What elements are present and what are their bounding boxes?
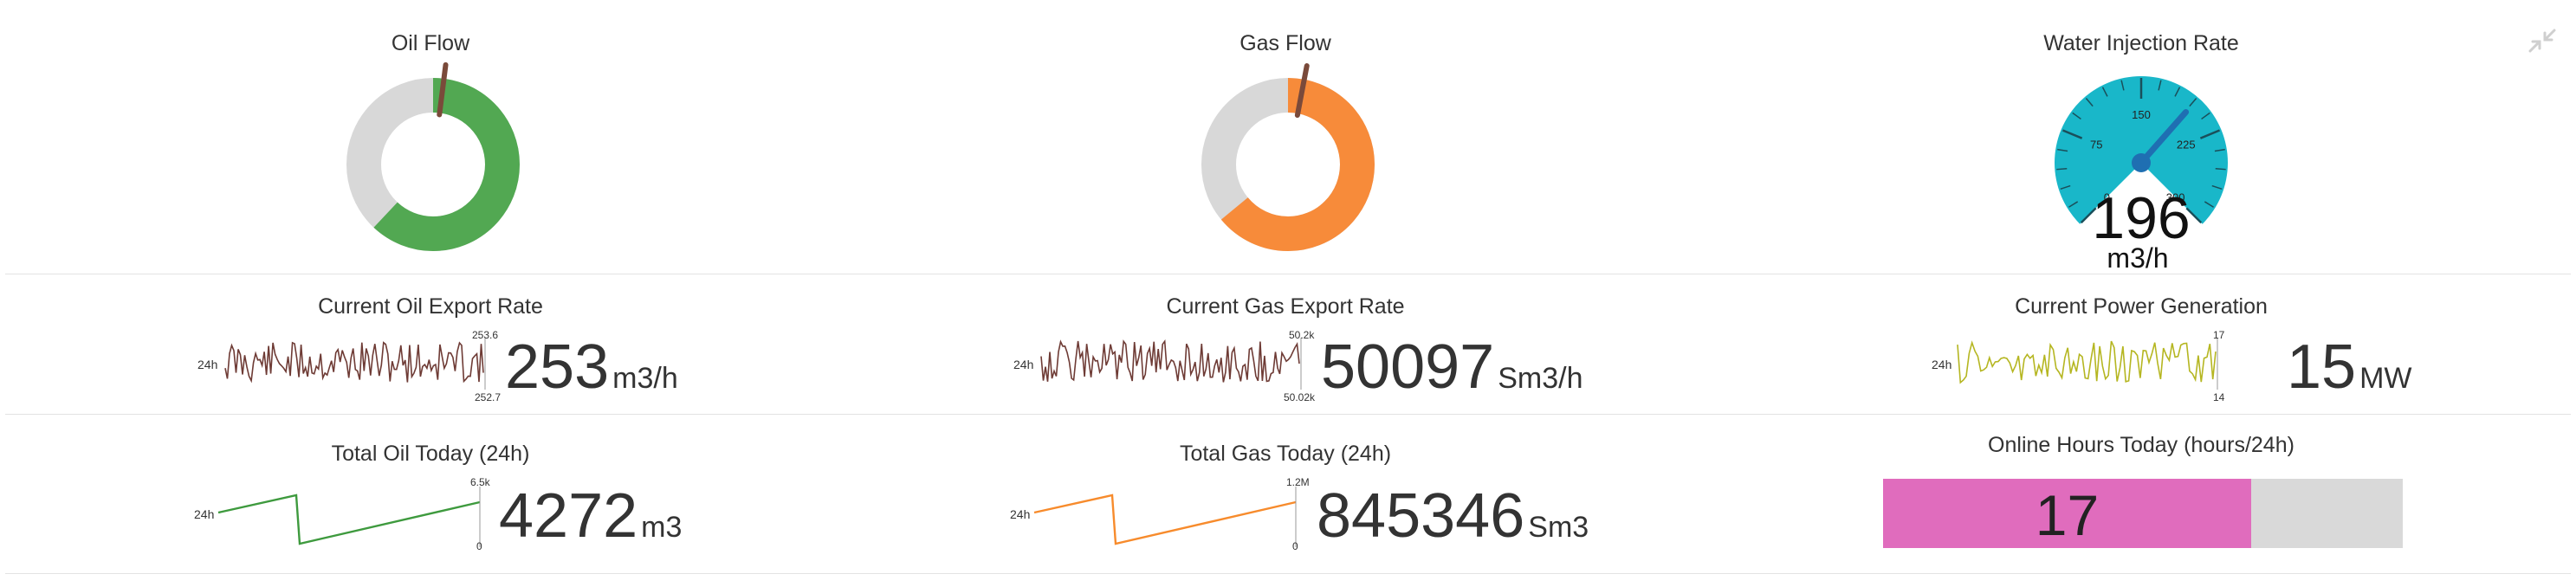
- water-gauge-tick: [2120, 80, 2125, 91]
- gas-export-value: 50097: [1321, 332, 1495, 402]
- water-gauge-tick: [2085, 97, 2094, 107]
- water-gauge-tick: [2204, 201, 2214, 208]
- gas-total-title: Total Gas Today (24h): [1179, 442, 1392, 466]
- water-tick-label: 0: [2104, 191, 2110, 204]
- oil-export-max: 253.6: [472, 329, 499, 341]
- water-gauge-tick: [2215, 167, 2226, 171]
- row-divider: [5, 414, 2571, 415]
- water-injection-title: Water Injection Rate: [2043, 31, 2239, 55]
- oil-export-range: 24h: [197, 358, 218, 371]
- water-injection-value: 196: [2092, 185, 2191, 251]
- row-divider: [5, 573, 2571, 574]
- water-gauge-tick: [2174, 87, 2181, 97]
- power-sparkline: [1957, 338, 2218, 390]
- oil-export-sparkline: [224, 338, 486, 390]
- gas-total-line: [1033, 493, 1297, 545]
- gas-export-title: Current Gas Export Rate: [1166, 294, 1405, 319]
- power-title: Current Power Generation: [2015, 294, 2268, 319]
- water-tick-label: 300: [2166, 191, 2185, 204]
- oil-export-title: Current Oil Export Rate: [318, 294, 543, 319]
- water-gauge-hub: [2132, 153, 2151, 172]
- gas-export-line: [1040, 339, 1300, 383]
- water-tick-label: 150: [2132, 108, 2151, 121]
- power-range: 24h: [1932, 358, 1952, 371]
- oil-total-line: [217, 493, 481, 545]
- gas-total-value: 845346: [1317, 481, 1525, 551]
- gas-export-min: 50.02k: [1284, 391, 1316, 403]
- oil-total-title: Total Oil Today (24h): [331, 442, 530, 466]
- oil-flow-needle: [437, 62, 449, 118]
- oil-total-range: 24h: [194, 507, 215, 521]
- gas-flow-arc: [1201, 78, 1375, 251]
- oil-export-line: [224, 341, 484, 384]
- oil-export-value: 253: [505, 332, 610, 402]
- oil-export-min: 252.7: [475, 391, 502, 403]
- water-gauge-tick: [2201, 112, 2210, 120]
- water-gauge-tick: [2080, 207, 2097, 224]
- gas-total-min: 0: [1292, 540, 1298, 552]
- oil-total-max: 6.5k: [470, 476, 490, 488]
- water-injection-unit: m3/h: [2107, 242, 2169, 274]
- oil-total-min: 0: [476, 540, 482, 552]
- water-gauge-tick: [2189, 97, 2197, 107]
- water-gauge-tick: [2068, 201, 2079, 208]
- gas-export-range: 24h: [1013, 358, 1034, 371]
- oil-flow-arc: [346, 78, 520, 251]
- online-hours-bar: 17: [1883, 479, 2403, 548]
- oil-total-value-block: 4272 m3: [499, 485, 682, 547]
- water-tick-label: 75: [2090, 139, 2102, 152]
- gas-export-sparkline: [1040, 338, 1302, 390]
- gas-total-value-block: 845346 Sm3: [1317, 485, 1589, 547]
- gas-total-range: 24h: [1010, 507, 1031, 521]
- oil-total-value: 4272: [499, 481, 638, 551]
- power-line: [1957, 340, 2217, 384]
- oil-flow-title: Oil Flow: [391, 31, 470, 55]
- power-max: 17: [2213, 329, 2225, 341]
- gas-flow-title: Gas Flow: [1239, 31, 1331, 55]
- gas-export-unit: Sm3/h: [1498, 362, 1583, 395]
- water-tick-label: 225: [2177, 139, 2196, 152]
- water-gauge-tick: [2185, 207, 2203, 224]
- water-gauge-tick: [2072, 112, 2081, 120]
- online-hours-value: 17: [2035, 483, 2100, 547]
- oil-total-unit: m3: [641, 511, 683, 544]
- water-gauge-tick: [2101, 87, 2108, 97]
- oil-export-unit: m3/h: [612, 362, 678, 395]
- water-gauge-needle: [2138, 108, 2190, 166]
- power-min: 14: [2213, 391, 2225, 403]
- gas-flow-needle: [1294, 63, 1310, 119]
- water-gauge-tick: [2056, 167, 2068, 171]
- gas-total-sparkline: [1033, 487, 1297, 547]
- online-hours-fill: [1883, 479, 2251, 548]
- power-unit: MW: [2359, 362, 2412, 395]
- compress-icon[interactable]: [2527, 28, 2557, 54]
- water-gauge-tick: [2057, 148, 2068, 152]
- water-injection-gauge: 0 75 150 225 300: [2055, 76, 2228, 224]
- power-value-block: 15 MW: [2287, 336, 2412, 398]
- water-gauge-tick: [2060, 184, 2071, 190]
- gas-total-unit: Sm3: [1528, 511, 1589, 544]
- water-gauge-tick: [2214, 148, 2225, 152]
- power-value: 15: [2287, 332, 2357, 402]
- gas-total-max: 1.2M: [1286, 476, 1310, 488]
- gas-export-max: 50.2k: [1289, 329, 1315, 341]
- gas-export-value-block: 50097 Sm3/h: [1321, 336, 1582, 398]
- oil-flow-donut: [346, 62, 520, 251]
- water-gauge-tick: [2061, 129, 2083, 139]
- water-gauge-tick: [2158, 80, 2162, 91]
- water-gauge-tick: [2199, 129, 2221, 139]
- online-hours-title: Online Hours Today (hours/24h): [1988, 433, 2294, 457]
- gas-flow-donut: [1201, 63, 1375, 251]
- oil-total-sparkline: [217, 487, 481, 547]
- water-gauge-tick: [2211, 184, 2223, 190]
- water-gauge-ticks: [2056, 78, 2226, 224]
- oil-export-value-block: 253 m3/h: [505, 336, 678, 398]
